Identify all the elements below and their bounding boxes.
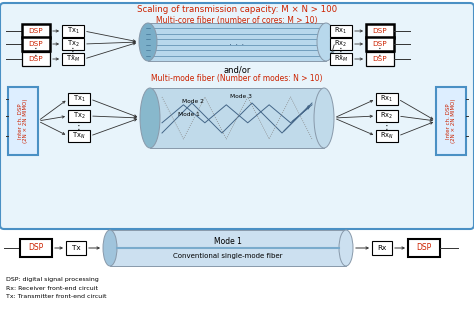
FancyBboxPatch shape [0, 3, 474, 229]
Text: Multi-mode fiber (Number of modes: N > 10): Multi-mode fiber (Number of modes: N > 1… [151, 74, 323, 83]
Ellipse shape [103, 230, 117, 266]
FancyBboxPatch shape [376, 93, 398, 105]
Text: ⋮: ⋮ [31, 47, 41, 57]
Text: Mode 2: Mode 2 [182, 99, 204, 104]
FancyBboxPatch shape [330, 25, 352, 37]
Text: Rx: Receiver front-end circuit: Rx: Receiver front-end circuit [6, 285, 98, 290]
Text: Multi-core fiber (number of cores: M > 10): Multi-core fiber (number of cores: M > 1… [156, 16, 318, 25]
Text: Tx$_N$: Tx$_N$ [73, 131, 86, 141]
FancyBboxPatch shape [408, 239, 440, 257]
Text: Tx$_2$: Tx$_2$ [67, 39, 79, 49]
FancyBboxPatch shape [376, 110, 398, 122]
Text: ⋮: ⋮ [68, 47, 78, 57]
Ellipse shape [140, 88, 160, 148]
Text: Tx$_1$: Tx$_1$ [73, 94, 85, 104]
Text: Rx$_2$: Rx$_2$ [381, 111, 393, 121]
Text: Rx$_2$: Rx$_2$ [335, 39, 347, 49]
Text: . . .: . . . [229, 37, 245, 47]
Text: DSP: DSP [373, 56, 387, 62]
Text: Mode 1: Mode 1 [214, 237, 242, 246]
FancyBboxPatch shape [22, 24, 50, 38]
Text: DSP: DSP [29, 56, 43, 62]
Text: Tx$_M$: Tx$_M$ [66, 54, 80, 64]
Text: DSP: DSP [28, 243, 44, 252]
Text: Inter ch. DSP
(2N × 2N MIMO): Inter ch. DSP (2N × 2N MIMO) [18, 99, 28, 143]
Text: ⋮: ⋮ [382, 121, 392, 131]
Text: DSP: DSP [373, 41, 387, 47]
Ellipse shape [339, 230, 353, 266]
Text: Rx$_N$: Rx$_N$ [380, 131, 394, 141]
Text: Scaling of transmission capacity: M × N > 100: Scaling of transmission capacity: M × N … [137, 6, 337, 15]
Ellipse shape [317, 23, 335, 61]
FancyBboxPatch shape [376, 130, 398, 142]
FancyBboxPatch shape [8, 87, 38, 155]
Ellipse shape [314, 88, 334, 148]
Text: Tx: Transmitter front-end circuit: Tx: Transmitter front-end circuit [6, 294, 107, 299]
Text: DSP: DSP [29, 41, 43, 47]
Ellipse shape [139, 23, 157, 61]
Text: Tx: Tx [72, 245, 80, 251]
FancyBboxPatch shape [330, 53, 352, 65]
FancyBboxPatch shape [22, 52, 50, 66]
Text: ⋮: ⋮ [336, 47, 346, 57]
Text: Inter ch. DSP
(2N × 2N MIMO): Inter ch. DSP (2N × 2N MIMO) [446, 99, 456, 143]
Text: Rx$_1$: Rx$_1$ [335, 26, 347, 36]
FancyBboxPatch shape [372, 241, 392, 255]
FancyBboxPatch shape [22, 37, 50, 51]
Text: DSP: DSP [373, 28, 387, 34]
FancyBboxPatch shape [148, 23, 326, 61]
FancyBboxPatch shape [62, 53, 84, 65]
FancyBboxPatch shape [366, 37, 394, 51]
FancyBboxPatch shape [110, 230, 346, 266]
Text: Rx$_M$: Rx$_M$ [334, 54, 348, 64]
FancyBboxPatch shape [68, 130, 90, 142]
Text: ⋮: ⋮ [375, 47, 385, 57]
FancyBboxPatch shape [66, 241, 86, 255]
FancyBboxPatch shape [20, 239, 52, 257]
FancyBboxPatch shape [150, 88, 324, 148]
FancyBboxPatch shape [62, 25, 84, 37]
FancyBboxPatch shape [68, 93, 90, 105]
FancyBboxPatch shape [68, 110, 90, 122]
Text: ⋮: ⋮ [74, 121, 84, 131]
FancyBboxPatch shape [330, 38, 352, 50]
Text: Rx$_1$: Rx$_1$ [381, 94, 393, 104]
Text: Mode 1: Mode 1 [178, 113, 200, 118]
Text: Rx: Rx [377, 245, 387, 251]
FancyBboxPatch shape [366, 24, 394, 38]
Text: DSP: DSP [29, 28, 43, 34]
Text: Conventional single-mode fiber: Conventional single-mode fiber [173, 253, 283, 259]
FancyBboxPatch shape [436, 87, 466, 155]
FancyBboxPatch shape [62, 38, 84, 50]
Text: Tx$_2$: Tx$_2$ [73, 111, 85, 121]
Text: DSP: digital signal processing: DSP: digital signal processing [6, 276, 99, 281]
Text: Tx$_1$: Tx$_1$ [67, 26, 79, 36]
FancyBboxPatch shape [366, 52, 394, 66]
Text: and/or: and/or [223, 66, 251, 75]
Text: Mode 3: Mode 3 [230, 94, 252, 99]
Text: DSP: DSP [416, 243, 432, 252]
